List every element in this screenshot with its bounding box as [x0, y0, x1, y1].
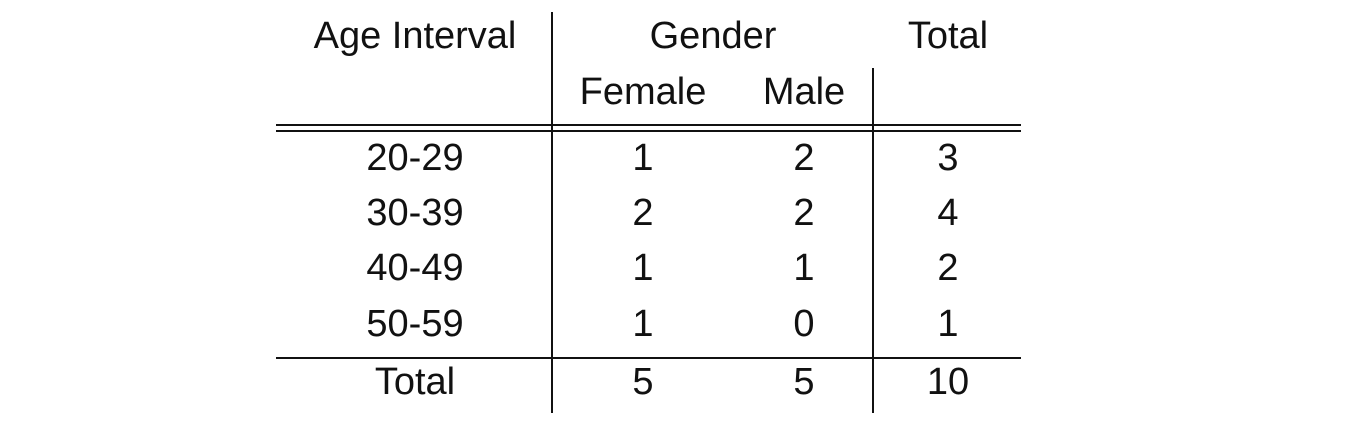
table-cell: 20-29 — [366, 137, 463, 179]
table-cell: 1 — [937, 303, 958, 345]
footer-cell: 5 — [632, 361, 653, 403]
footer-cell: 10 — [927, 361, 969, 403]
table-cell: 1 — [632, 137, 653, 179]
footer-cell: 5 — [793, 361, 814, 403]
table-cell: 1 — [632, 247, 653, 289]
header-cell: Female — [580, 71, 707, 113]
table-cell: 2 — [793, 137, 814, 179]
table-cell: 50-59 — [366, 303, 463, 345]
table-cell: 1 — [632, 303, 653, 345]
table-cell: 2 — [793, 192, 814, 234]
table-cell: 2 — [937, 247, 958, 289]
table-cell: 2 — [632, 192, 653, 234]
header-cell: Age Interval — [314, 15, 517, 57]
table-cell: 1 — [793, 247, 814, 289]
table-cell: 40-49 — [366, 247, 463, 289]
table-cell: 3 — [937, 137, 958, 179]
header-cell: Male — [763, 71, 845, 113]
table-cell: 0 — [793, 303, 814, 345]
footer-cell: Total — [375, 361, 455, 403]
table-cell: 4 — [937, 192, 958, 234]
header-cell: Total — [908, 15, 988, 57]
table-cell: 30-39 — [366, 192, 463, 234]
header-cell: Gender — [650, 15, 777, 57]
